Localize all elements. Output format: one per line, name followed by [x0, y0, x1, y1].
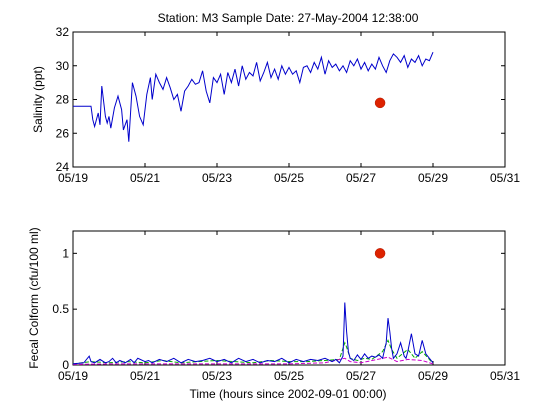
coliform-axes-box [72, 230, 506, 366]
salinity-series-line-0 [73, 52, 434, 142]
salinity-panel: 05/19 05/21 05/23 05/25 05/27 05/29 05/31 24 26 2… [31, 25, 520, 185]
coliform-x-tick-label: 05/25 [274, 369, 304, 383]
salinity-x-tick-label: 05/29 [418, 171, 448, 185]
coliform-y-tick-label: 0 [62, 358, 69, 372]
salinity-y-tick-label: 28 [56, 93, 70, 107]
salinity-y-tick-label: 26 [56, 126, 70, 140]
salinity-x-tick-label: 05/25 [274, 171, 304, 185]
salinity-x-tick-label: 05/23 [202, 171, 232, 185]
coliform-x-tick-label: 05/19 [58, 369, 88, 383]
salinity-y-tick-label: 32 [56, 25, 70, 39]
coliform-x-tick-label: 05/23 [202, 369, 232, 383]
coliform-y-tick-label: 1 [62, 246, 69, 260]
salinity-x-tick-label: 05/19 [58, 171, 88, 185]
coliform-series-line-1 [73, 339, 434, 365]
coliform-x-tick-label: 05/27 [346, 369, 376, 383]
fecal-coliform-panel: 05/19 05/21 05/23 05/25 05/27 05/29 05/31 0 0.5 1… [27, 227, 520, 383]
coliform-x-tick-label: 05/21 [130, 369, 160, 383]
coliform-y-axis-label: Fecal Colform (cfu/100 ml) [27, 227, 41, 368]
coliform-series-line-2 [73, 356, 434, 365]
chart-title: Station: M3 Sample Date: 27-May-2004 12:… [158, 11, 419, 25]
salinity-sample-point [374, 97, 386, 109]
salinity-x-tick-label: 05/21 [130, 171, 160, 185]
coliform-x-tick-label: 05/31 [490, 369, 520, 383]
salinity-x-tick-label: 05/27 [346, 171, 376, 185]
x-axis-label: Time (hours since 2002-09-01 00:00) [190, 387, 387, 401]
coliform-y-tick-label: 0.5 [52, 302, 69, 316]
salinity-y-tick-label: 24 [56, 160, 70, 174]
coliform-x-tick-label: 05/29 [418, 369, 448, 383]
salinity-y-axis-label: Salinity (ppt) [31, 66, 45, 133]
salinity-y-tick-label: 30 [56, 59, 70, 73]
coliform-series-line-0 [73, 302, 434, 365]
salinity-x-tick-label: 05/31 [490, 171, 520, 185]
coliform-sample-point [374, 248, 386, 259]
salinity-axes-box [72, 31, 506, 168]
